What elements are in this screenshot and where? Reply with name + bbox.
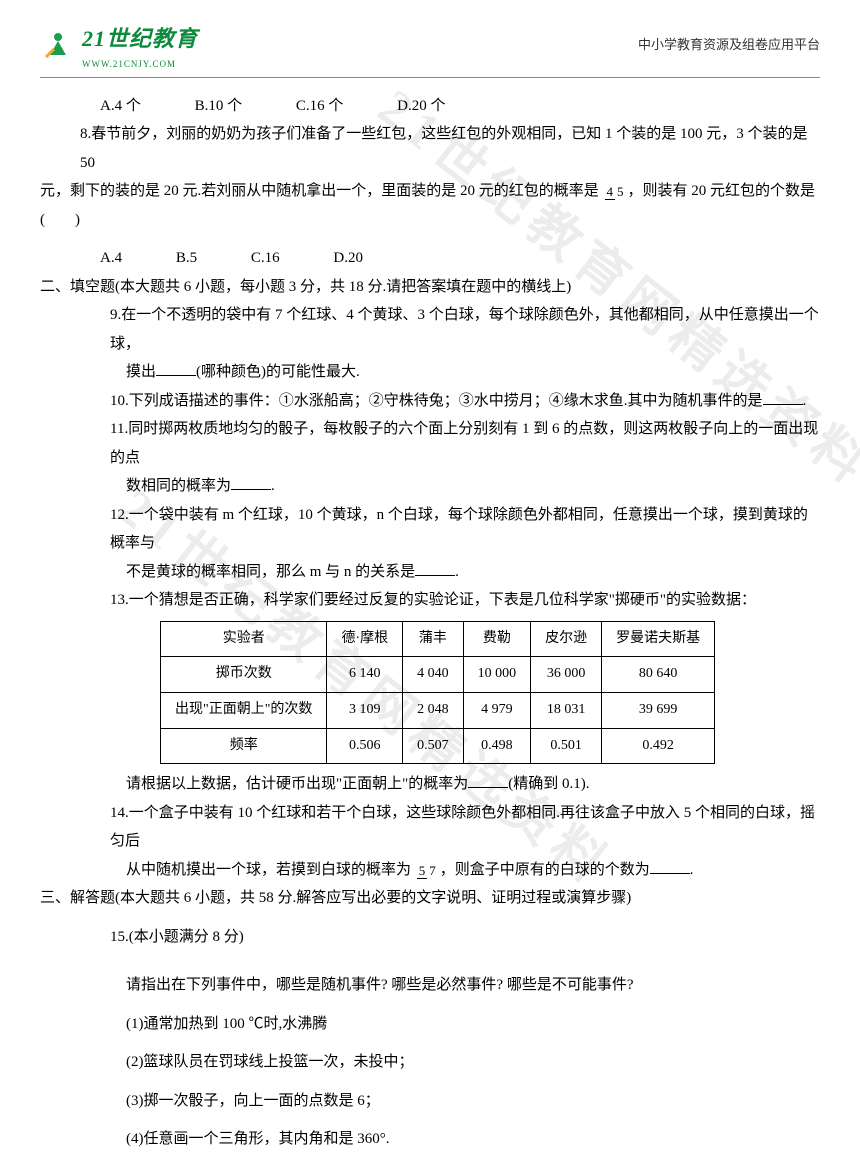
blank <box>650 859 690 874</box>
q15-2: (2)篮球队员在罚球线上投篮一次，未投中； <box>40 1048 820 1077</box>
q10: 10.下列成语描述的事件：①水涨船高；②守株待兔；③水中捞月；④缘木求鱼.其中为… <box>40 387 820 416</box>
col-h: 实验者 <box>161 621 327 657</box>
q15-1: (1)通常加热到 100 ℃时,水沸腾 <box>40 1010 820 1039</box>
q15-head: 15.(本小题满分 8 分) <box>40 923 820 952</box>
q13-intro: 13.一个猜想是否正确，科学家们要经过反复的实验论证，下表是几位科学家"掷硬币"… <box>40 586 820 615</box>
blank <box>468 773 508 788</box>
q11-cont: 数相同的概率为. <box>40 472 820 501</box>
table-row: 实验者 德·摩根 蒲丰 费勒 皮尔逊 罗曼诺夫斯基 <box>161 621 715 657</box>
logo-text: 21世纪教育 <box>82 18 198 60</box>
fraction: 45 <box>605 185 626 198</box>
q13-table: 实验者 德·摩根 蒲丰 费勒 皮尔逊 罗曼诺夫斯基 掷币次数 6 140 4 0… <box>160 621 715 764</box>
table-row: 频率 0.506 0.507 0.498 0.501 0.492 <box>161 728 715 764</box>
blank <box>763 390 803 405</box>
table-row: 出现"正面朝上"的次数 3 109 2 048 4 979 18 031 39 … <box>161 693 715 729</box>
option-c: C.16 <box>251 244 280 273</box>
q8-options: A.4 B.5 C.16 D.20 <box>40 244 820 273</box>
q8-line1: 8.春节前夕，刘丽的奶奶为孩子们准备了一些红包，这些红包的外观相同，已知 1 个… <box>80 126 808 171</box>
option-d: D.20 个 <box>397 92 445 121</box>
col-h: 蒲丰 <box>403 621 464 657</box>
option-a: A.4 <box>100 244 122 273</box>
q15-prompt: 请指出在下列事件中，哪些是随机事件? 哪些是必然事件? 哪些是不可能事件? <box>40 971 820 1000</box>
q15-4: (4)任意画一个三角形，其内角和是 360°. <box>40 1125 820 1154</box>
q11: 11.同时掷两枚质地均匀的骰子，每枚骰子的六个面上分别刻有 1 到 6 的点数，… <box>40 415 820 472</box>
blank <box>156 361 196 376</box>
q12: 12.一个袋中装有 m 个红球，10 个黄球，n 个白球，每个球除颜色外都相同，… <box>40 501 820 558</box>
page-header: 21世纪教育 WWW.21CNJY.COM 中小学教育资源及组卷应用平台 <box>40 0 820 78</box>
q8-paren: ( ) <box>40 206 820 235</box>
table-row: 掷币次数 6 140 4 040 10 000 36 000 80 640 <box>161 657 715 693</box>
option-b: B.5 <box>176 244 197 273</box>
q15-3: (3)掷一次骰子，向上一面的点数是 6； <box>40 1087 820 1116</box>
col-h: 德·摩根 <box>327 621 403 657</box>
option-c: C.16 个 <box>296 92 344 121</box>
q8: 8.春节前夕，刘丽的奶奶为孩子们准备了一些红包，这些红包的外观相同，已知 1 个… <box>40 120 820 177</box>
col-h: 罗曼诺夫斯基 <box>602 621 715 657</box>
q8-line2: 元，剩下的装的是 20 元.若刘丽从中随机拿出一个，里面装的是 20 元的红包的… <box>40 177 820 206</box>
q9-cont: 摸出(哪种颜色)的可能性最大. <box>40 358 820 387</box>
q14: 14.一个盒子中装有 10 个红球和若干个白球，这些球除颜色外都相同.再往该盒子… <box>40 799 820 856</box>
col-h: 皮尔逊 <box>531 621 602 657</box>
logo: 21世纪教育 WWW.21CNJY.COM <box>40 18 198 73</box>
header-right-text: 中小学教育资源及组卷应用平台 <box>638 33 820 58</box>
q9: 9.在一个不透明的袋中有 7 个红球、4 个黄球、3 个白球，每个球除颜色外，其… <box>40 301 820 358</box>
logo-icon <box>40 27 76 63</box>
q14-cont: 从中随机摸出一个球，若摸到白球的概率为 57，则盒子中原有的白球的个数为. <box>40 856 820 885</box>
option-a: A.4 个 <box>100 92 141 121</box>
q12-cont: 不是黄球的概率相同，那么 m 与 n 的关系是. <box>40 558 820 587</box>
blank <box>415 561 455 576</box>
col-h: 费勒 <box>463 621 531 657</box>
section-3-title: 三、解答题(本大题共 6 小题，共 58 分.解答应写出必要的文字说明、证明过程… <box>40 884 820 913</box>
option-d: D.20 <box>333 244 363 273</box>
blank <box>231 475 271 490</box>
q7-options: A.4 个 B.10 个 C.16 个 D.20 个 <box>40 92 820 121</box>
fraction: 57 <box>417 864 438 877</box>
q13-tail: 请根据以上数据，估计硬币出现"正面朝上"的概率为(精确到 0.1). <box>40 770 820 799</box>
option-b: B.10 个 <box>195 92 243 121</box>
section-2-title: 二、填空题(本大题共 6 小题，每小题 3 分，共 18 分.请把答案填在题中的… <box>40 273 820 302</box>
